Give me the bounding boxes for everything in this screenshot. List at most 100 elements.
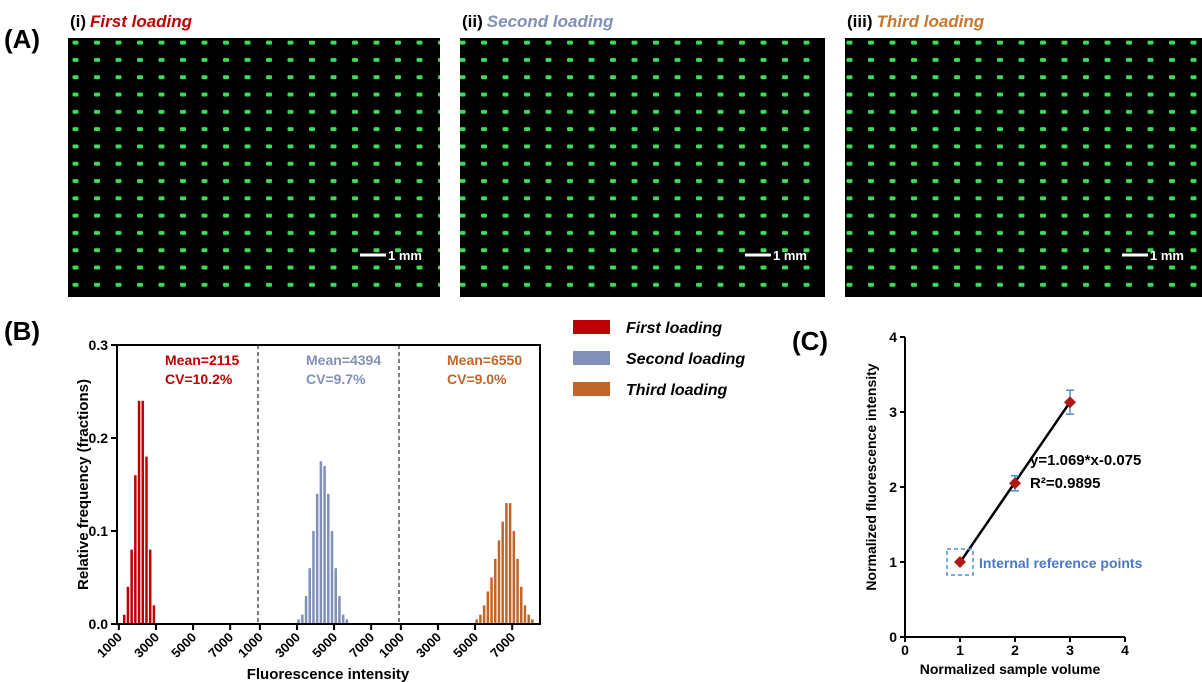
plot-frame (116, 344, 541, 625)
r-squared: R²=0.9895 (1030, 475, 1100, 492)
equation: y=1.069*x-0.075 (1030, 452, 1141, 469)
histogram-bar (152, 605, 156, 624)
annotation: Internal reference points (979, 555, 1143, 571)
histogram-bar (327, 493, 330, 624)
x-tick-label: 5000 (450, 630, 481, 661)
histogram-bar (482, 605, 486, 624)
x-tick-label: 7000 (346, 630, 377, 661)
histogram-bar (345, 619, 349, 624)
histogram-bar (338, 596, 341, 624)
histogram-bar (330, 531, 334, 624)
x-tick-label: 4 (1121, 642, 1129, 658)
legend-label: Third loading (626, 382, 728, 399)
x-axis-label: Fluorescence intensity (247, 666, 410, 682)
histogram-bar (519, 586, 523, 624)
x-tick-label: 7000 (205, 630, 236, 661)
y-tick-label: 0.3 (89, 337, 109, 353)
image-title-text: Second loading (487, 12, 614, 31)
panel-label: (A) (4, 24, 40, 54)
scale-bar-label: 1 mm (1150, 248, 1184, 263)
x-tick-label: 3000 (272, 630, 303, 661)
histogram-bar (516, 558, 519, 624)
scale-bar-label: 1 mm (388, 248, 422, 263)
reference-box (946, 548, 974, 576)
cv-label: CV=10.2% (165, 371, 233, 387)
y-axis-label: Normalized fluorescence intensity (863, 363, 879, 590)
histogram-bar (304, 596, 308, 624)
data-point (1009, 477, 1021, 490)
histogram-bar (334, 568, 337, 624)
data-point (954, 556, 966, 568)
histogram-bar (301, 614, 304, 624)
image-label: (ii) (462, 12, 483, 31)
histogram-bar (508, 503, 512, 624)
legend-swatch (573, 351, 610, 365)
legend-label: Second loading (626, 351, 745, 368)
histogram-bar (505, 503, 508, 624)
y-tick-label: 4 (889, 329, 897, 345)
x-tick-label: 3000 (413, 630, 444, 661)
histogram-bar (141, 400, 145, 624)
mean-label: Mean=2115 (165, 352, 240, 368)
legend-label: First loading (626, 320, 722, 337)
x-axis-label: Normalized sample volume (920, 661, 1101, 677)
image-label: (iii) (847, 12, 873, 31)
y-tick-label: 0.1 (89, 523, 109, 539)
x-tick-label: 5000 (309, 630, 340, 661)
histogram-bar (486, 591, 490, 624)
histogram-bar (126, 586, 130, 624)
histogram-bar (475, 619, 478, 624)
image-title-text: First loading (90, 12, 193, 31)
x-tick-label: 7000 (487, 630, 518, 661)
data-point (1064, 396, 1076, 409)
histogram-bar (490, 577, 493, 624)
histogram-bar (501, 521, 504, 624)
histogram-bar (512, 531, 516, 624)
histogram-bar (497, 540, 501, 624)
histogram-bar (527, 614, 530, 624)
histogram-bar (341, 614, 345, 624)
image-title: (ii) Second loading (462, 12, 614, 31)
histogram-bar (297, 619, 300, 624)
histogram-bar (134, 475, 137, 624)
image-title-text: Third loading (877, 12, 985, 31)
y-tick-label: 0 (889, 629, 897, 645)
histogram-bar (494, 558, 497, 624)
image-title: (i) First loading (70, 12, 193, 31)
histogram-bar (122, 614, 126, 624)
droplet-array (68, 38, 440, 297)
histogram-bar (137, 400, 141, 624)
mean-label: Mean=4394 (306, 352, 381, 368)
histogram-bar (315, 493, 319, 624)
cv-label: CV=9.0% (447, 371, 507, 387)
x-tick-label: 1 (956, 642, 964, 658)
histogram-bar (312, 531, 315, 624)
histogram-bar (148, 549, 152, 624)
x-tick-label: 0 (901, 642, 909, 658)
mean-label: Mean=6550 (447, 352, 522, 368)
x-tick-label: 1000 (94, 630, 125, 661)
histogram-bar (145, 456, 148, 624)
x-tick-label: 2 (1011, 642, 1019, 658)
x-tick-label: 3 (1066, 642, 1074, 658)
y-tick-label: 0.2 (89, 430, 109, 446)
histogram-bar (531, 619, 534, 624)
scale-bar-label: 1 mm (773, 248, 807, 263)
x-tick-label: 1000 (235, 630, 266, 661)
legend-swatch (573, 382, 610, 396)
cv-label: CV=9.7% (306, 371, 366, 387)
histogram-bar (479, 614, 482, 624)
y-tick-label: 1 (889, 554, 897, 570)
histogram-bar (323, 465, 326, 624)
y-tick-label: 0.0 (89, 616, 109, 632)
y-tick-label: 2 (889, 479, 897, 495)
image-label: (i) (70, 12, 86, 31)
histogram-bar (308, 568, 312, 624)
histogram-bar (523, 605, 527, 624)
x-tick-label: 3000 (131, 630, 162, 661)
histogram-bar (319, 461, 323, 624)
droplet-array (845, 38, 1202, 297)
x-tick-label: 1000 (376, 630, 407, 661)
panel-label: (B) (4, 316, 40, 346)
